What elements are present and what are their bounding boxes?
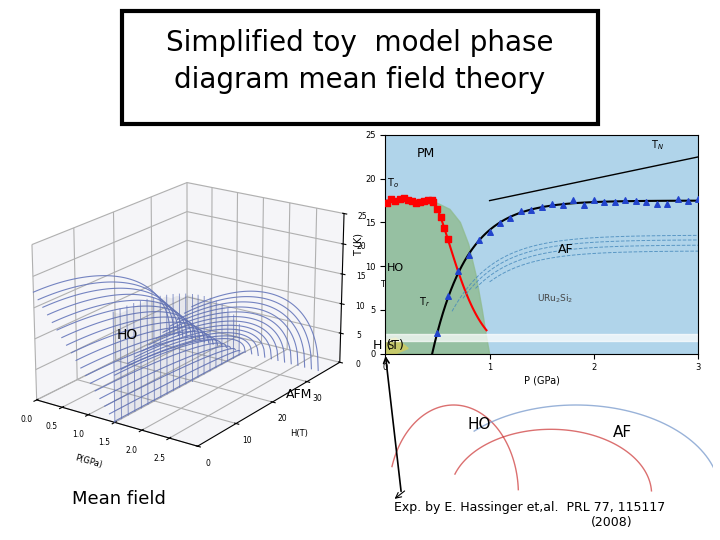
Point [599, 198, 611, 207]
Point [505, 213, 516, 222]
Y-axis label: H(T): H(T) [289, 429, 307, 438]
X-axis label: P(GPa): P(GPa) [74, 454, 104, 470]
Point [414, 198, 426, 206]
Point [661, 199, 672, 208]
Text: S: S [387, 341, 393, 352]
Text: T$_o$: T$_o$ [387, 176, 399, 190]
Text: HO: HO [387, 262, 405, 273]
Text: Mean field: Mean field [72, 490, 166, 509]
Point [428, 197, 439, 206]
Point [386, 195, 397, 204]
Text: AF: AF [613, 426, 632, 441]
Point [557, 200, 569, 209]
Text: AFM: AFM [285, 388, 312, 401]
Point [435, 213, 446, 221]
Text: T$_N$: T$_N$ [652, 138, 665, 152]
FancyBboxPatch shape [122, 11, 598, 124]
Polygon shape [385, 201, 490, 354]
Text: H (T): H (T) [373, 339, 403, 352]
Text: PM: PM [417, 147, 435, 160]
Point [438, 224, 450, 233]
Point [526, 206, 537, 215]
Point [577, 200, 589, 209]
Point [651, 200, 662, 208]
Text: URu$_2$Si$_2$: URu$_2$Si$_2$ [536, 292, 573, 305]
Point [442, 235, 454, 244]
Point [609, 198, 621, 206]
Point [418, 197, 430, 205]
Point [672, 195, 683, 204]
Point [410, 199, 422, 207]
Point [432, 329, 444, 338]
Point [693, 195, 704, 204]
Point [453, 267, 464, 275]
Text: HO: HO [117, 328, 138, 342]
Text: Simplified toy  model phase
diagram mean field theory: Simplified toy model phase diagram mean … [166, 29, 554, 94]
Point [494, 218, 505, 227]
Point [588, 196, 600, 205]
Point [431, 205, 443, 214]
Point [536, 203, 547, 212]
Text: AF: AF [557, 243, 573, 256]
Polygon shape [385, 338, 408, 354]
Point [426, 195, 438, 204]
Point [390, 197, 401, 205]
Point [683, 196, 694, 205]
Point [398, 194, 410, 202]
Point [463, 251, 474, 260]
Point [474, 235, 485, 244]
X-axis label: P (GPa): P (GPa) [524, 375, 559, 385]
Point [394, 195, 405, 204]
Text: HO: HO [467, 417, 490, 433]
Point [382, 199, 393, 207]
Y-axis label: T (K): T (K) [354, 233, 364, 256]
Point [423, 195, 434, 204]
Text: Exp. by E. Hassinger et,al.  PRL 77, 115117: Exp. by E. Hassinger et,al. PRL 77, 1151… [394, 501, 665, 514]
Point [516, 207, 527, 216]
Text: (2008): (2008) [591, 516, 633, 529]
Point [619, 196, 631, 205]
Point [567, 196, 579, 205]
Point [641, 197, 652, 206]
Point [442, 292, 454, 300]
Text: T$_r$: T$_r$ [418, 295, 430, 309]
Point [484, 227, 495, 236]
Point [406, 196, 418, 205]
Point [546, 200, 558, 208]
Point [402, 196, 413, 205]
Point [630, 197, 642, 205]
